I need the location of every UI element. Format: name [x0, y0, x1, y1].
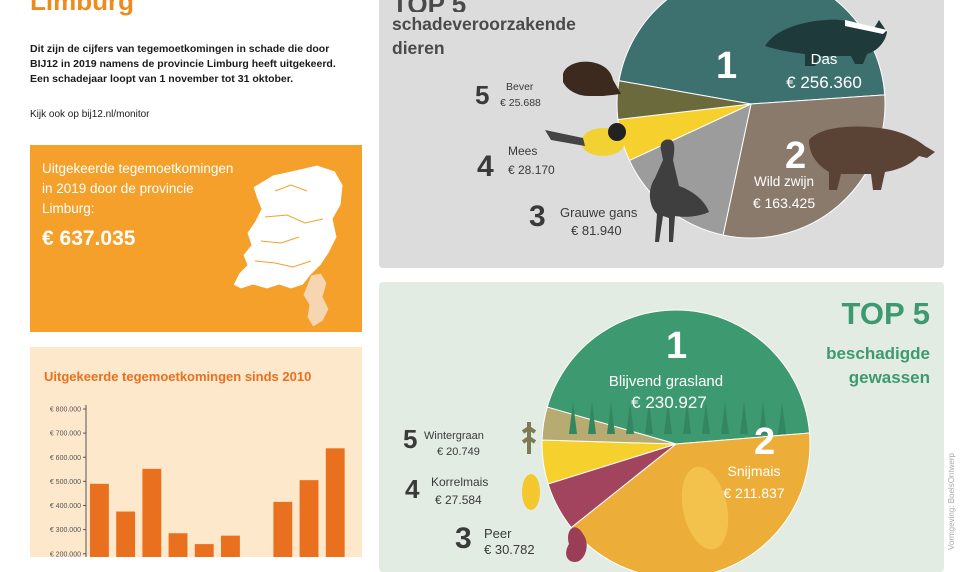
intro-text: Dit zijn de cijfers van tegemoetkomingen…: [30, 42, 360, 87]
wheat-icon: [521, 422, 537, 454]
grass-icon: [645, 402, 653, 434]
crops-title: beschadigde gewassen: [826, 342, 930, 390]
animal-rank-3: 3: [529, 200, 546, 233]
crop-label-5: Wintergraan: [424, 430, 484, 442]
bar-2010: [90, 483, 109, 557]
animal-label-2: Wild zwijn: [754, 174, 814, 189]
y-tick-label: € 500.000: [50, 479, 81, 486]
y-tick-label: € 300.000: [50, 527, 81, 534]
animal-rank-4: 4: [477, 150, 494, 183]
crop-amount-5: € 20.749: [437, 446, 480, 458]
bar-2014: [194, 544, 214, 557]
animal-label-1: Das: [811, 51, 838, 68]
beaver-icon: [563, 61, 621, 96]
animals-title-line: schadeveroorzakende: [392, 14, 576, 34]
animals-title: TOP 5 schadeveroorzakende dieren: [392, 0, 576, 60]
intro-line: Dit zijn de cijfers van tegemoetkomingen…: [30, 43, 330, 55]
bar-2019: [325, 448, 345, 557]
total-amount: € 637.035: [42, 227, 136, 250]
credit-text: Vormgeving: BoelsOntwerp: [947, 453, 956, 550]
grass-icon: [569, 402, 577, 434]
animal-amount-2: € 163.425: [753, 195, 815, 211]
intro-line: BIJ12 in 2019 namens de provincie Limbur…: [30, 58, 336, 70]
animal-label-3: Grauwe gans: [560, 205, 638, 220]
page-title: Limburg: [30, 0, 134, 16]
y-tick-label: € 400.000: [50, 503, 81, 510]
total-label-line: in 2019 door de provincie: [42, 181, 194, 196]
badger-stripe: [845, 20, 887, 34]
crop-label-4: Korrelmais: [431, 475, 488, 489]
animal-label-4: Mees: [508, 144, 537, 158]
intro-line: Een schadejaar loopt van 1 november tot …: [30, 73, 294, 85]
grass-icon: [588, 402, 596, 434]
animals-panel: 1 Das € 256.360 2 Wild zwijn € 163.425 3 Grauwe…: [379, 0, 944, 268]
total-label-line: Uitgekeerde tegemoetkomingen: [42, 161, 234, 176]
animal-amount-3: € 81.940: [571, 223, 622, 238]
crop-rank-4: 4: [405, 474, 420, 504]
bar-2012: [142, 468, 162, 557]
animal-label-5: Bever: [506, 81, 534, 93]
bar-chart: € 200.000 € 300.000 € 400.000 € 500.000 € 60…: [50, 405, 345, 557]
total-label: Uitgekeerde tegemoetkomingen in 2019 doo…: [42, 159, 233, 219]
tit-bird-head: [608, 123, 626, 141]
animals-title-big: TOP 5: [392, 0, 576, 12]
bar-2013: [168, 533, 188, 557]
y-tick-label: € 200.000: [50, 551, 81, 557]
animal-slice-5: [616, 80, 752, 121]
animal-rank-1: 1: [716, 45, 737, 87]
animals-title-line: dieren: [392, 38, 445, 58]
grass-icon: [683, 402, 691, 434]
bar-2018: [299, 480, 319, 557]
crop-label-3: Peer: [484, 526, 512, 541]
crop-rank-3: 3: [455, 522, 472, 555]
y-tick-label: € 700.000: [50, 431, 81, 438]
crops-title-line: gewassen: [848, 368, 930, 387]
monitor-link[interactable]: Kijk ook op bij12.nl/monitor: [30, 109, 150, 120]
goose-icon: [649, 139, 709, 242]
crops-panel: 1 Blijvend grasland € 230.927 2 Snijmais € 21…: [379, 282, 944, 572]
y-tick-label: € 600.000: [50, 455, 81, 462]
animal-amount-1: € 256.360: [786, 73, 862, 92]
bar-2011: [116, 511, 136, 557]
grass-icon: [721, 402, 729, 434]
corn-small-icon: [522, 474, 540, 510]
grass-icon: [759, 402, 767, 434]
grass-icon: [607, 402, 615, 434]
bar-chart-box: Uitgekeerde tegemoetkomingen sinds 2010 …: [30, 347, 362, 557]
animal-rank-5: 5: [475, 80, 489, 110]
y-tick-label: € 800.000: [50, 407, 81, 414]
corn-icon: [681, 466, 729, 550]
crop-rank-1: 1: [666, 325, 687, 367]
total-label-line: Limburg:: [42, 201, 95, 216]
grass-icon: [664, 402, 672, 434]
animal-amount-5: € 25.688: [500, 97, 541, 109]
crops-title-big: TOP 5: [841, 296, 930, 331]
crop-amount-4: € 27.584: [435, 493, 482, 507]
total-box: Uitgekeerde tegemoetkomingen in 2019 doo…: [30, 145, 362, 332]
animal-amount-4: € 28.170: [508, 163, 555, 177]
grass-icon: [626, 402, 634, 434]
grass-icon: [702, 402, 710, 434]
grass-icon: [778, 402, 786, 434]
netherlands-map-icon: [232, 164, 344, 328]
crops-title-line: beschadigde: [826, 344, 930, 363]
animal-rank-2: 2: [785, 135, 806, 177]
crop-amount-1: € 230.927: [631, 393, 707, 412]
crop-amount-2: € 211.837: [723, 485, 784, 501]
bar-2015: [221, 535, 240, 557]
crop-rank-5: 5: [403, 424, 417, 454]
bar-chart-title: Uitgekeerde tegemoetkomingen sinds 2010: [44, 369, 312, 384]
boar-icon: [809, 126, 935, 190]
crop-label-1: Blijvend grasland: [609, 373, 723, 390]
crop-label-2: Snijmais: [728, 463, 781, 479]
badger-icon: [765, 19, 887, 66]
grass-icon: [740, 402, 748, 434]
bar-2017: [273, 501, 293, 557]
tit-bird-tail: [545, 130, 585, 146]
credit: Vormgeving: BoelsOntwerp: [944, 400, 964, 550]
crop-rank-2: 2: [754, 421, 775, 463]
